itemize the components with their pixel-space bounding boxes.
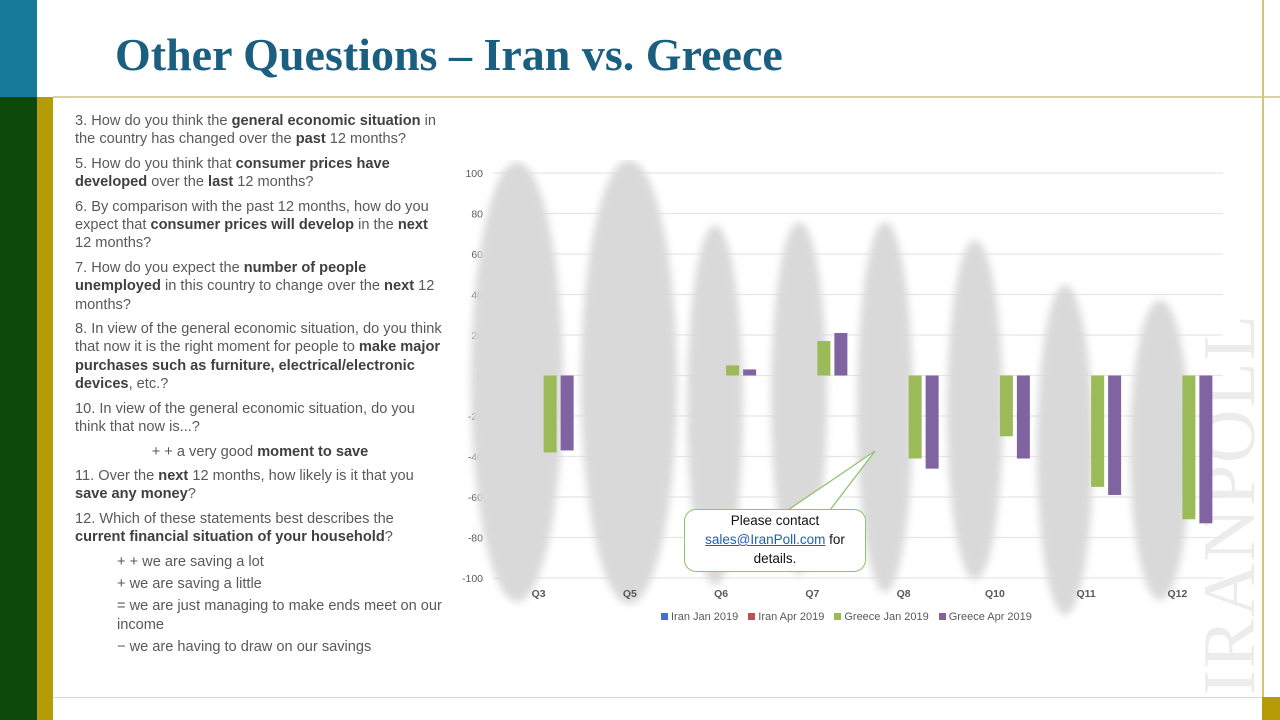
question-q3: 3. How do you think the general economic…: [75, 113, 436, 148]
occlusion-shape: [1130, 300, 1190, 600]
bar: [543, 375, 557, 453]
legend-item: Greece Apr 2019: [938, 611, 1032, 623]
occlusion-shape: [687, 225, 743, 585]
legend-swatch-icon: [938, 613, 946, 620]
y-tick-label: 80: [471, 209, 483, 221]
x-tick-label: Q3: [532, 588, 546, 600]
legend-item: Iran Apr 2019: [748, 611, 824, 623]
green-accent-bar: [0, 97, 37, 720]
page-title: Other Questions – Iran vs. Greece: [115, 29, 783, 80]
title-divider: [53, 96, 1280, 98]
y-tick-label: 100: [465, 168, 483, 180]
question-q5: 5. How do you think that consumer prices…: [75, 155, 390, 191]
occlusion-shape: [581, 160, 677, 604]
bar: [817, 341, 831, 376]
q12-option: + + we are saving a lot: [117, 553, 264, 570]
question-q10: 10. In view of the general economic situ…: [75, 400, 415, 436]
occlusion-shape: [771, 222, 827, 574]
legend-swatch-icon: [661, 613, 668, 620]
occlusion-shape: [471, 162, 563, 602]
x-tick-label: Q12: [1167, 588, 1187, 600]
legend-item: Iran Jan 2019: [661, 611, 738, 623]
legend-item: Greece Jan 2019: [834, 611, 929, 623]
right-divider: [1262, 0, 1264, 720]
x-tick-label: Q11: [1076, 588, 1095, 600]
legend-swatch-icon: [834, 613, 842, 620]
bar: [999, 375, 1013, 437]
occlusion-shape: [1037, 285, 1093, 615]
question-q12: 12. Which of these statements best descr…: [75, 510, 394, 546]
y-tick-label: -100: [462, 573, 483, 585]
bar: [743, 369, 757, 376]
bar: [726, 365, 740, 376]
bar: [1016, 375, 1030, 459]
question-q8: 8. In view of the general economic situa…: [75, 321, 442, 393]
bar: [908, 375, 922, 459]
bar: [560, 375, 574, 451]
occlusion-shape: [947, 240, 1003, 580]
chart-legend: Iran Jan 2019 Iran Apr 2019 Greece Jan 201…: [661, 611, 1032, 623]
y-tick-label: -80: [468, 533, 483, 545]
occlusion-shape: [857, 222, 913, 592]
contact-callout: Please contact sales@IranPoll.com for de…: [684, 509, 866, 572]
callout-line2: for: [825, 532, 845, 547]
sales-email-link[interactable]: sales@IranPoll.com: [705, 532, 826, 547]
bar: [834, 332, 848, 376]
x-tick-label: Q10: [985, 588, 1005, 600]
q12-option: + we are saving a little: [117, 575, 262, 592]
q12-option: − we are having to draw on our savings: [117, 639, 372, 656]
x-tick-label: Q8: [897, 588, 911, 600]
bar: [1199, 375, 1213, 524]
question-q7: 7. How do you expect the number of peopl…: [75, 259, 435, 313]
questions-list: 3. How do you think the general economic…: [75, 112, 445, 661]
question-q10opt: + + a very good moment to save: [151, 443, 369, 460]
bar: [925, 375, 939, 469]
callout-line3: details.: [753, 551, 797, 566]
teal-accent-bar: [0, 0, 37, 97]
gold-accent-bar: [37, 97, 53, 720]
bar: [1108, 375, 1122, 495]
x-tick-label: Q7: [805, 588, 819, 600]
question-q11: 11. Over the next 12 months, how likely …: [75, 467, 414, 503]
q12-option: = we are just managing to make ends meet…: [117, 598, 442, 633]
callout-line1: Please contact: [730, 513, 820, 528]
bar: [1091, 375, 1105, 487]
question-q6: 6. By comparison with the past 12 months…: [75, 198, 429, 252]
bar-chart: 100806040200-20-40-60-80-100Q3Q5Q6Q7Q8Q1…: [462, 160, 1223, 615]
legend-swatch-icon: [748, 613, 756, 620]
x-tick-label: Q5: [623, 588, 637, 600]
y-tick-label: 60: [471, 249, 483, 261]
bar: [1182, 375, 1196, 520]
x-tick-label: Q6: [714, 588, 728, 600]
gold-corner-block: [1262, 697, 1280, 720]
bottom-divider: [53, 697, 1262, 698]
